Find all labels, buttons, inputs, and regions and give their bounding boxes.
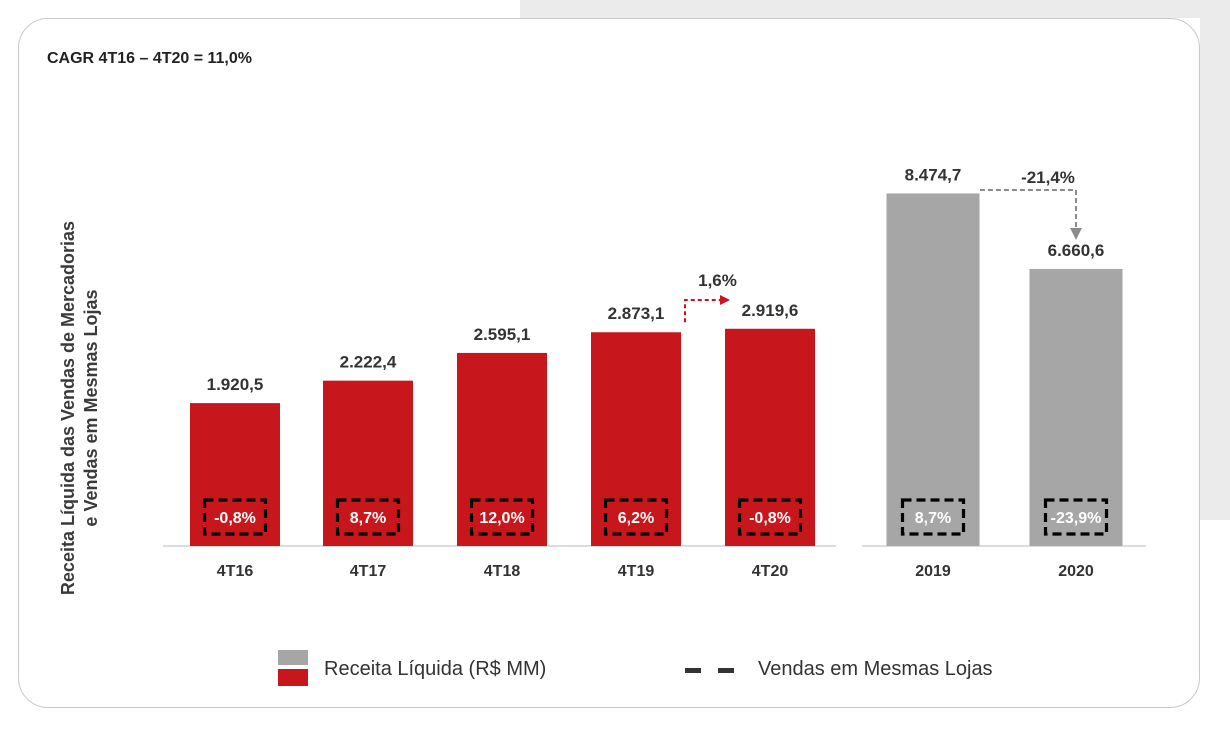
sss-box-2020 (1043, 498, 1109, 536)
sss-label-2020: -23,9% (1051, 510, 1102, 527)
sss-label-2019: 8,7% (915, 510, 951, 527)
legend-dash-1 (685, 668, 701, 673)
tick-label-4t18: 4T18 (484, 563, 521, 580)
sss-box-4t16 (202, 498, 268, 536)
background-band-right (1200, 0, 1230, 520)
change-label-quarterly: 1,6% (698, 271, 737, 290)
change-arrow-annual (980, 189, 1082, 240)
sss-label-4t20: -0,8% (749, 510, 791, 527)
cagr-label: CAGR 4T16 – 4T20 = 11,0% (47, 50, 252, 67)
tick-label-2020: 2020 (1058, 563, 1094, 580)
sss-box-4t18 (469, 498, 535, 536)
value-label-4t18: 2.595,1 (474, 325, 531, 344)
value-label-2020: 6.660,6 (1048, 241, 1105, 260)
sss-label-4t16: -0,8% (214, 510, 256, 527)
bar-2019 (886, 193, 980, 546)
sss-label-4t19: 6,2% (618, 510, 654, 527)
bar-2020 (1029, 268, 1123, 546)
legend-dash-2 (718, 668, 734, 673)
value-label-2019: 8.474,7 (905, 165, 962, 184)
sss-label-4t17: 8,7% (350, 510, 386, 527)
legend-label-receita: Receita Líquida (R$ MM) (324, 658, 547, 680)
legend-swatch-red (278, 669, 308, 686)
value-label-4t19: 2.873,1 (608, 304, 665, 323)
chart-marks: 1.920,5 -0,8% 4T16 2.222,4 8,7% 4T17 2.595,1 12… (163, 165, 1146, 580)
tick-label-4t17: 4T17 (350, 563, 387, 580)
sss-box-4t20 (737, 498, 803, 536)
value-label-4t17: 2.222,4 (340, 353, 397, 372)
tick-label-4t20: 4T20 (752, 563, 789, 580)
value-label-4t16: 1.920,5 (207, 375, 264, 394)
change-label-annual: -21,4% (1021, 168, 1075, 187)
tick-label-2019: 2019 (915, 563, 951, 580)
sss-box-4t17 (335, 498, 401, 536)
change-arrow-quarterly (684, 295, 730, 323)
legend-swatch-gray (278, 650, 308, 665)
legend-label-vendas: Vendas em Mesmas Lojas (758, 658, 993, 680)
tick-label-4t19: 4T19 (618, 563, 655, 580)
sss-box-2019 (900, 498, 966, 536)
background-band-top (520, 0, 1230, 18)
value-label-4t20: 2.919,6 (742, 301, 799, 320)
sss-label-4t18: 12,0% (479, 510, 524, 527)
tick-label-4t16: 4T16 (217, 563, 254, 580)
bar-4t16 (190, 403, 280, 546)
sss-box-4t19 (603, 498, 669, 536)
